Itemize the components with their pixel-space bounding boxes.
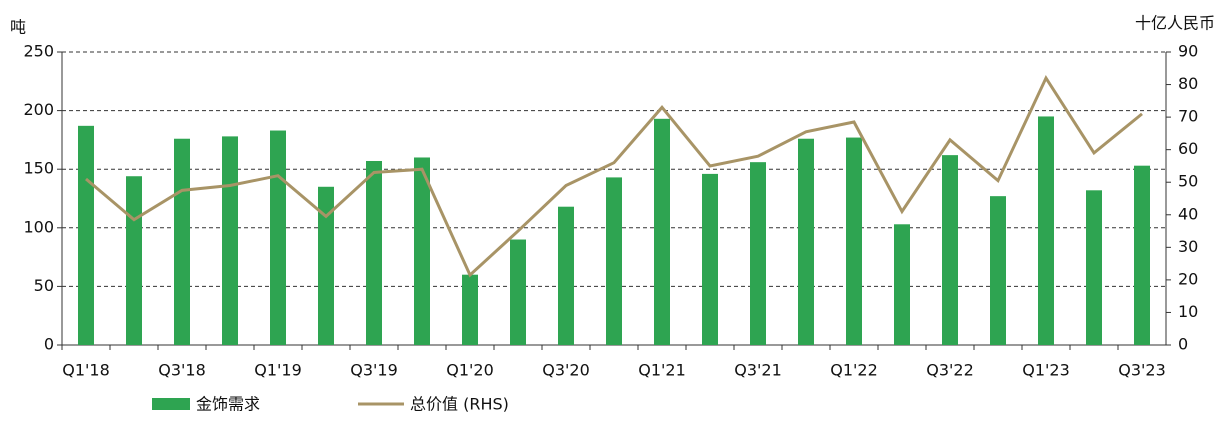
y2-tick-label: 70 bbox=[1178, 107, 1198, 126]
y2-tick-label: 80 bbox=[1178, 74, 1198, 93]
y2-tick-label: 40 bbox=[1178, 204, 1198, 223]
y2-tick-label: 50 bbox=[1178, 172, 1198, 191]
x-tick-label: Q1'18 bbox=[62, 361, 110, 380]
y-tick-label: 50 bbox=[34, 276, 54, 295]
bar bbox=[1134, 165, 1150, 345]
legend-swatch bbox=[152, 398, 190, 410]
bar bbox=[318, 186, 334, 345]
x-tick-label: Q3'23 bbox=[1118, 361, 1166, 380]
bar bbox=[270, 130, 286, 345]
bar bbox=[942, 155, 958, 345]
bar bbox=[78, 125, 94, 345]
bar bbox=[846, 137, 862, 345]
x-tick-label: Q3'21 bbox=[734, 361, 782, 380]
bar bbox=[894, 224, 910, 345]
legend-label: 金饰需求 bbox=[196, 395, 260, 414]
y-tick-label: 150 bbox=[23, 159, 54, 178]
bar bbox=[798, 138, 814, 345]
bar bbox=[606, 177, 622, 345]
bar bbox=[990, 196, 1006, 345]
x-tick-label: Q1'22 bbox=[830, 361, 878, 380]
bar bbox=[558, 206, 574, 345]
bar bbox=[1086, 190, 1102, 345]
bar bbox=[414, 157, 430, 345]
bar bbox=[462, 274, 478, 345]
x-tick-label: Q1'19 bbox=[254, 361, 302, 380]
y2-tick-label: 20 bbox=[1178, 269, 1198, 288]
x-tick-label: Q1'23 bbox=[1022, 361, 1070, 380]
bar bbox=[702, 173, 718, 345]
bar bbox=[654, 118, 670, 345]
y2-tick-label: 0 bbox=[1178, 335, 1188, 354]
x-tick-label: Q3'19 bbox=[350, 361, 398, 380]
bar bbox=[1038, 116, 1054, 346]
y2-axis-label: 十亿人民币 bbox=[1135, 14, 1215, 33]
x-tick-label: Q3'22 bbox=[926, 361, 974, 380]
x-tick-label: Q1'20 bbox=[446, 361, 494, 380]
y2-tick-label: 10 bbox=[1178, 302, 1198, 321]
y2-tick-label: 60 bbox=[1178, 139, 1198, 158]
bar bbox=[510, 239, 526, 345]
line bbox=[85, 74, 1143, 278]
y2-tick-label: 90 bbox=[1178, 42, 1198, 61]
y-tick-label: 100 bbox=[23, 217, 54, 236]
x-tick-label: Q3'20 bbox=[542, 361, 590, 380]
legend-label: 总价值 (RHS) bbox=[410, 395, 509, 414]
y2-tick-label: 30 bbox=[1178, 237, 1198, 256]
y-axis-label: 吨 bbox=[10, 18, 26, 37]
bar bbox=[174, 138, 190, 345]
bar bbox=[222, 136, 238, 345]
y-tick-label: 200 bbox=[23, 100, 54, 119]
bar bbox=[366, 160, 382, 345]
y-tick-label: 250 bbox=[23, 42, 54, 61]
x-tick-label: Q3'18 bbox=[158, 361, 206, 380]
x-tick-label: Q1'21 bbox=[638, 361, 686, 380]
y-tick-label: 0 bbox=[44, 335, 54, 354]
bar bbox=[750, 162, 766, 345]
bar bbox=[126, 176, 142, 345]
